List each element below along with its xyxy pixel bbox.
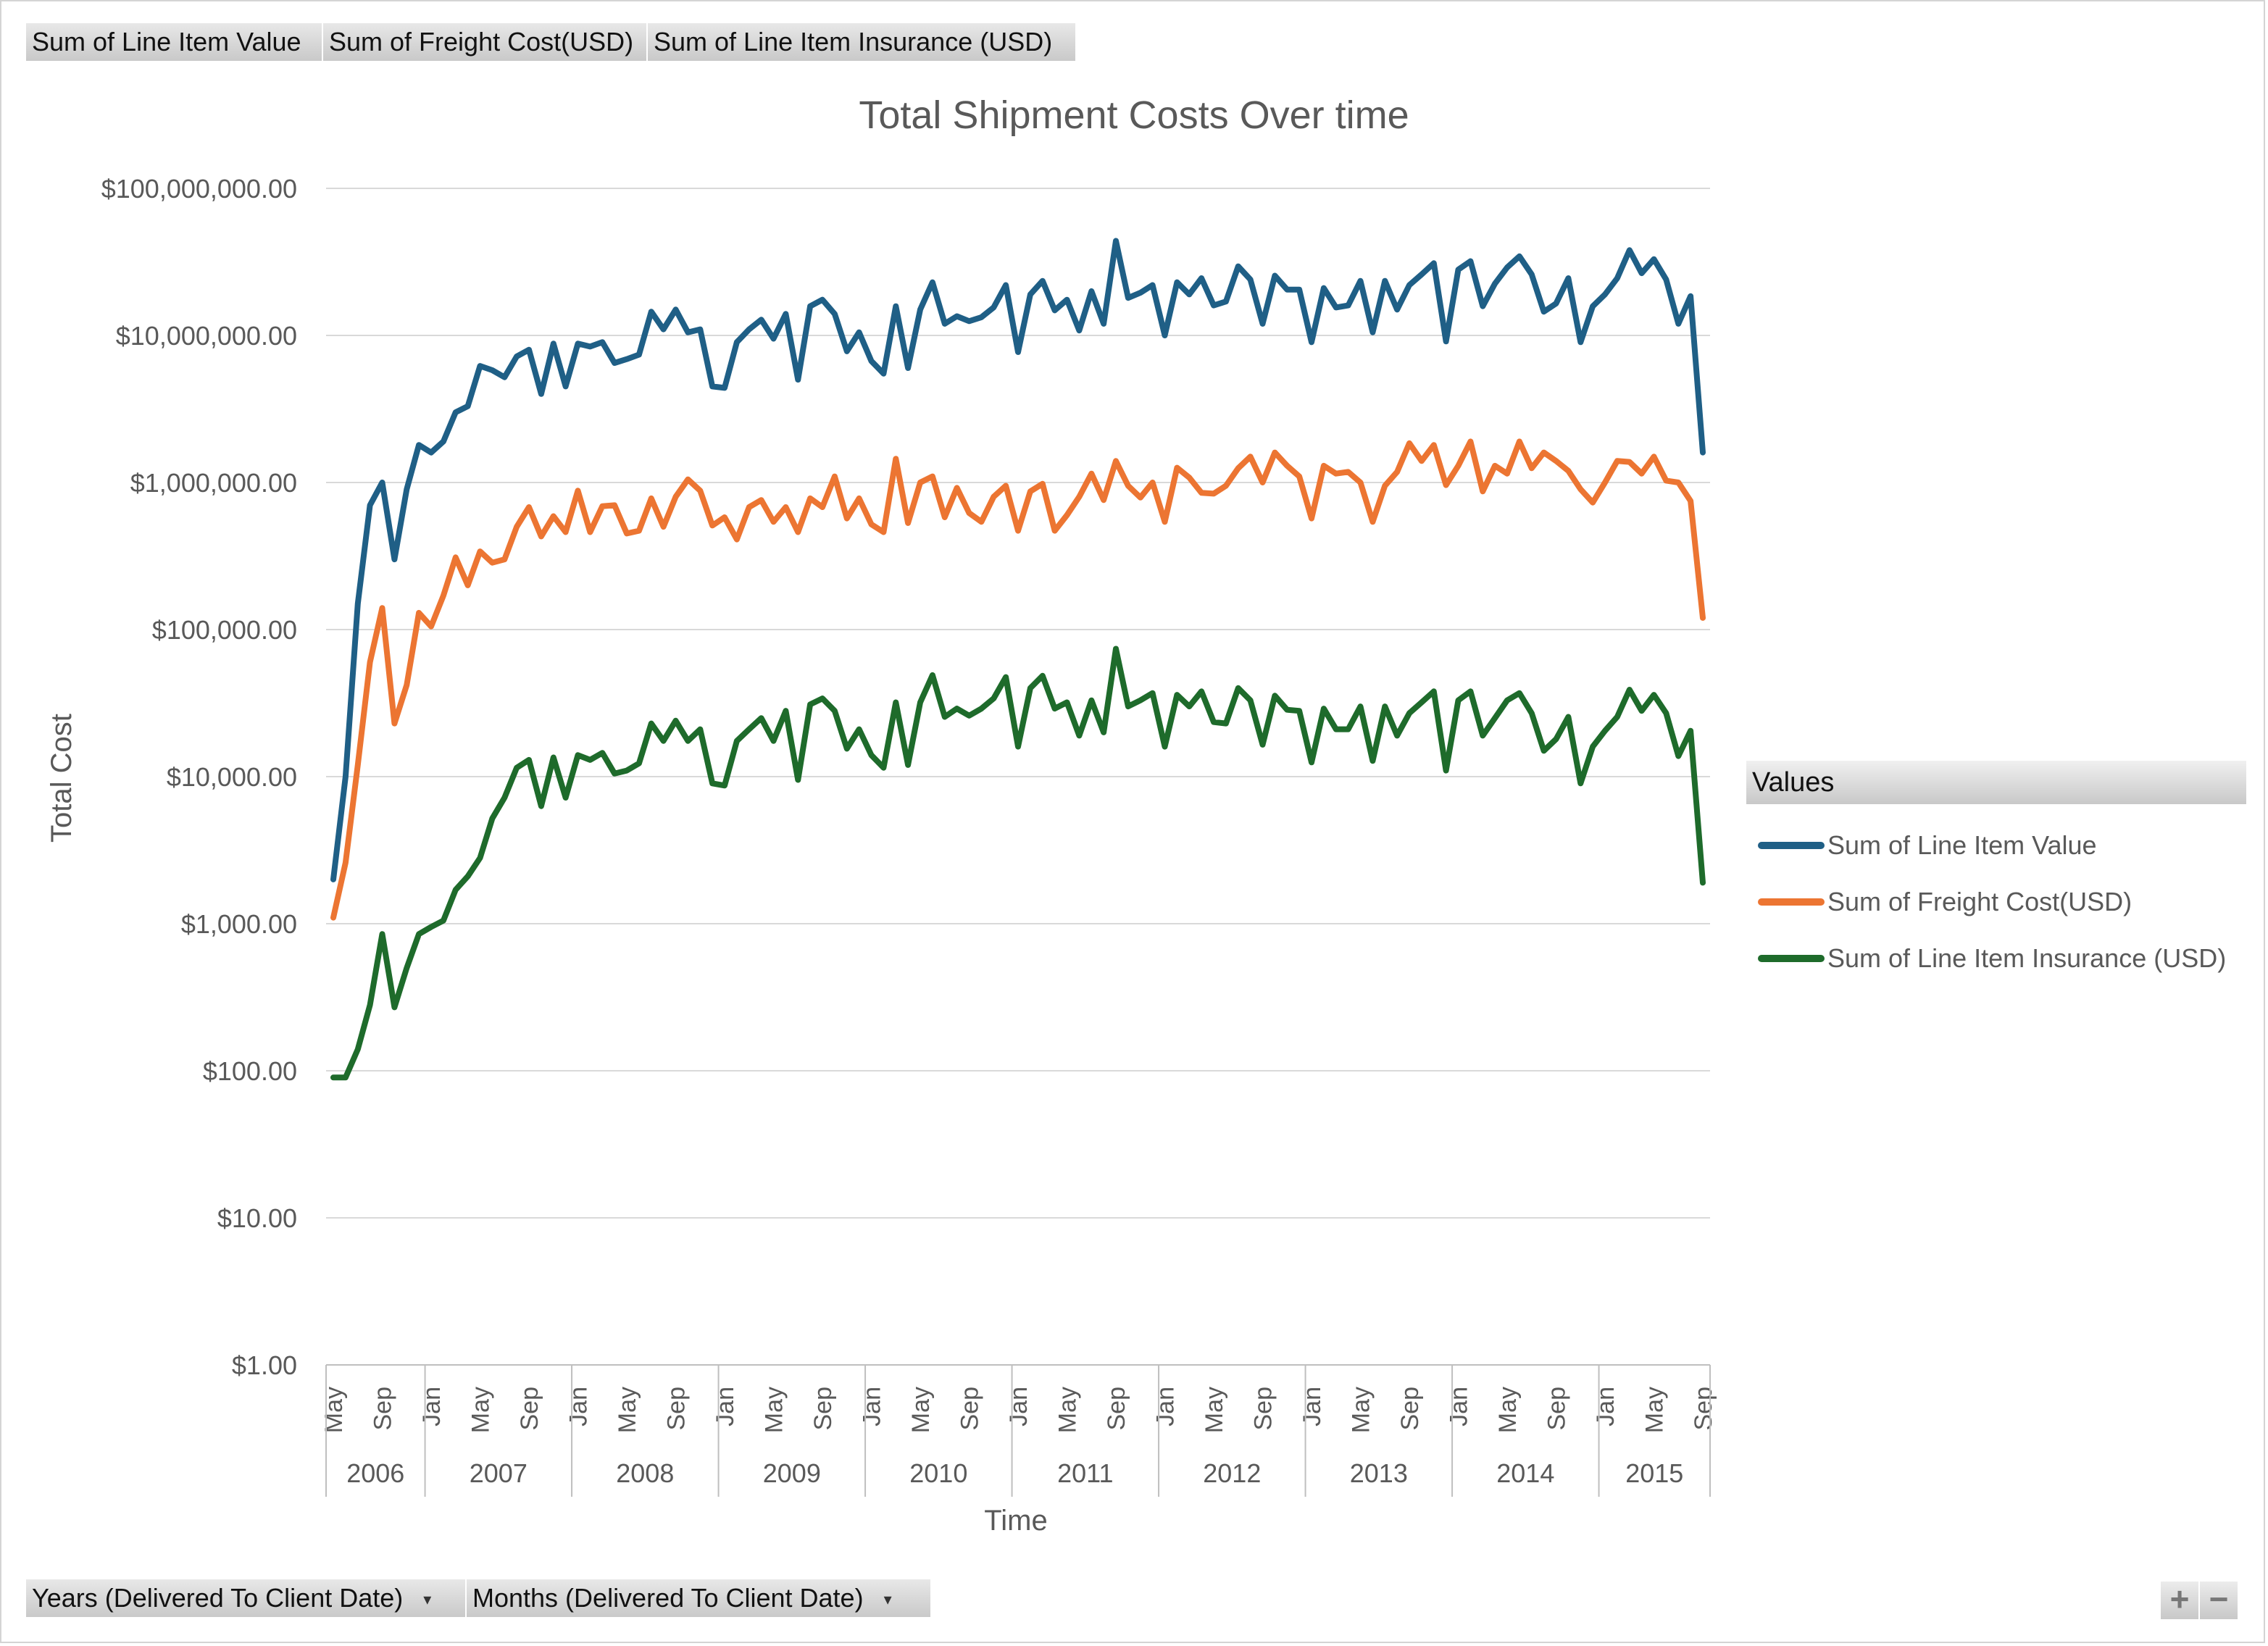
field-button-line-item-value[interactable]: Sum of Line Item Value [26,23,323,61]
x-month-label: Sep [370,1387,397,1431]
x-month-label: May [907,1387,935,1433]
x-month-label: Jan [1592,1387,1619,1426]
y-axis-label: Total Cost [46,714,78,843]
collapse-field-button[interactable]: − [2200,1582,2238,1619]
legend-item-freight-cost[interactable]: Sum of Freight Cost(USD) [1746,874,2246,930]
x-month-label: Jan [712,1387,739,1426]
x-month-label: May [1348,1387,1375,1433]
x-year-label: 2012 [1203,1458,1261,1488]
expand-field-button[interactable]: + [2161,1582,2198,1619]
x-month-label: Sep [1396,1387,1424,1431]
x-month-label: Sep [663,1387,691,1431]
y-tick-label: $10.00 [217,1203,297,1233]
axis-field-months[interactable]: Months (Delivered To Client Date) ▾ [467,1579,932,1617]
x-year-label: 2009 [763,1458,821,1488]
x-month-label: May [761,1387,788,1433]
axis-field-years[interactable]: Years (Delivered To Client Date) ▾ [26,1579,467,1617]
y-tick-label: $1,000,000.00 [130,468,297,498]
field-button-insurance[interactable]: Sum of Line Item Insurance (USD) [648,23,1077,61]
y-tick-label: $100.00 [203,1056,297,1086]
x-year-label: 2007 [470,1458,528,1488]
legend-header[interactable]: Values [1746,761,2246,804]
x-year-label: 2011 [1057,1458,1113,1488]
legend-item-insurance[interactable]: Sum of Line Item Insurance (USD) [1746,930,2246,987]
y-tick-label: $100,000,000.00 [101,174,297,204]
x-month-label: Jan [859,1387,886,1426]
x-month-label: May [614,1387,641,1433]
x-year-label: 2010 [909,1458,967,1488]
dropdown-arrow-icon[interactable]: ▾ [883,1590,892,1609]
legend-item-line-item-value[interactable]: Sum of Line Item Value [1746,817,2246,874]
y-tick-label: $10,000.00 [167,762,297,792]
y-tick-label: $10,000,000.00 [116,321,297,351]
x-month-label: May [467,1387,495,1433]
legend-label: Sum of Freight Cost(USD) [1827,887,2132,916]
x-month-label: Sep [809,1387,837,1431]
x-month-label: Jan [418,1387,446,1426]
axis-field-years-label: Years (Delivered To Client Date) [32,1583,404,1613]
y-tick-label: $100,000.00 [152,615,297,645]
x-month-label: Sep [1103,1387,1130,1431]
x-year-label: 2014 [1496,1458,1554,1488]
x-month-label: Sep [516,1387,543,1431]
field-button-freight-cost[interactable]: Sum of Freight Cost(USD) [323,23,648,61]
series-line-freight-cost [330,438,1706,921]
x-month-label: Sep [1543,1387,1571,1431]
x-month-label: May [1054,1387,1082,1433]
x-month-label: May [1494,1387,1522,1433]
dropdown-arrow-icon[interactable]: ▾ [423,1590,432,1609]
x-year-label: 2008 [616,1458,674,1488]
x-month-label: May [320,1387,348,1433]
x-year-label: 2015 [1625,1458,1683,1488]
x-month-label: Jan [1446,1387,1473,1426]
chart-title: Total Shipment Costs Over time [859,93,1409,137]
legend-swatch-freight-cost [1758,898,1825,906]
x-year-label: 2013 [1350,1458,1408,1488]
series-line-line-item-value [330,238,1706,882]
legend: Values Sum of Line Item Value Sum of Fre… [1746,761,2246,987]
y-tick-label: $1.00 [232,1350,297,1380]
x-month-label: Sep [956,1387,984,1431]
legend-label: Sum of Line Item Insurance (USD) [1827,943,2227,973]
x-year-label: 2006 [346,1458,404,1488]
x-month-label: May [1201,1387,1228,1433]
x-month-label: Sep [1690,1387,1717,1431]
x-month-label: Jan [1005,1387,1033,1426]
legend-label: Sum of Line Item Value [1827,830,2097,860]
series-line-insurance [330,646,1706,1081]
axis-field-months-label: Months (Delivered To Client Date) [472,1583,864,1613]
x-month-label: Sep [1250,1387,1277,1431]
y-tick-label: $1,000.00 [181,909,297,939]
x-month-label: May [1641,1387,1669,1433]
legend-swatch-insurance [1758,955,1825,962]
x-month-label: Jan [1298,1387,1326,1426]
legend-swatch-line-item-value [1758,842,1825,849]
x-month-label: Jan [565,1387,593,1426]
x-axis-label: Time [984,1505,1047,1537]
x-month-label: Jan [1152,1387,1180,1426]
